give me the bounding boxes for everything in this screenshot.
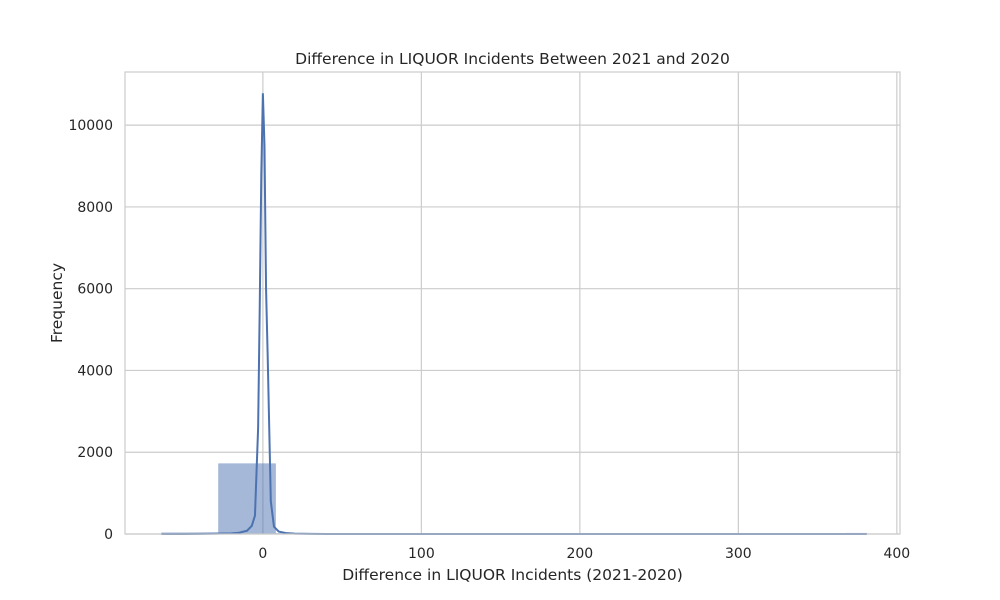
y-tick-label: 6000 xyxy=(77,282,113,298)
axes-spines xyxy=(124,71,901,535)
y-axis-ticks: 0 2000 4000 6000 8000 10000 xyxy=(68,118,113,543)
x-tick-label: 400 xyxy=(883,546,910,562)
y-tick-label: 8000 xyxy=(77,200,113,216)
y-tick-label: 2000 xyxy=(77,445,113,461)
axes-frame xyxy=(124,71,901,535)
x-tick-label: 300 xyxy=(725,546,752,562)
y-tick-label: 10000 xyxy=(68,118,113,134)
histogram-bar xyxy=(218,463,276,535)
x-tick-label: 0 xyxy=(258,546,267,562)
x-tick-label: 200 xyxy=(566,546,593,562)
y-axis-label: Frequency xyxy=(48,263,66,343)
x-axis-label: Difference in LIQUOR Incidents (2021-202… xyxy=(342,566,683,584)
y-tick-label: 0 xyxy=(104,527,113,543)
plot-area xyxy=(125,72,900,534)
y-tick-label: 4000 xyxy=(77,363,113,379)
x-axis-ticks: 0 100 200 300 400 xyxy=(258,546,910,562)
chart-title: Difference in LIQUOR Incidents Between 2… xyxy=(295,50,730,68)
x-tick-label: 100 xyxy=(408,546,435,562)
